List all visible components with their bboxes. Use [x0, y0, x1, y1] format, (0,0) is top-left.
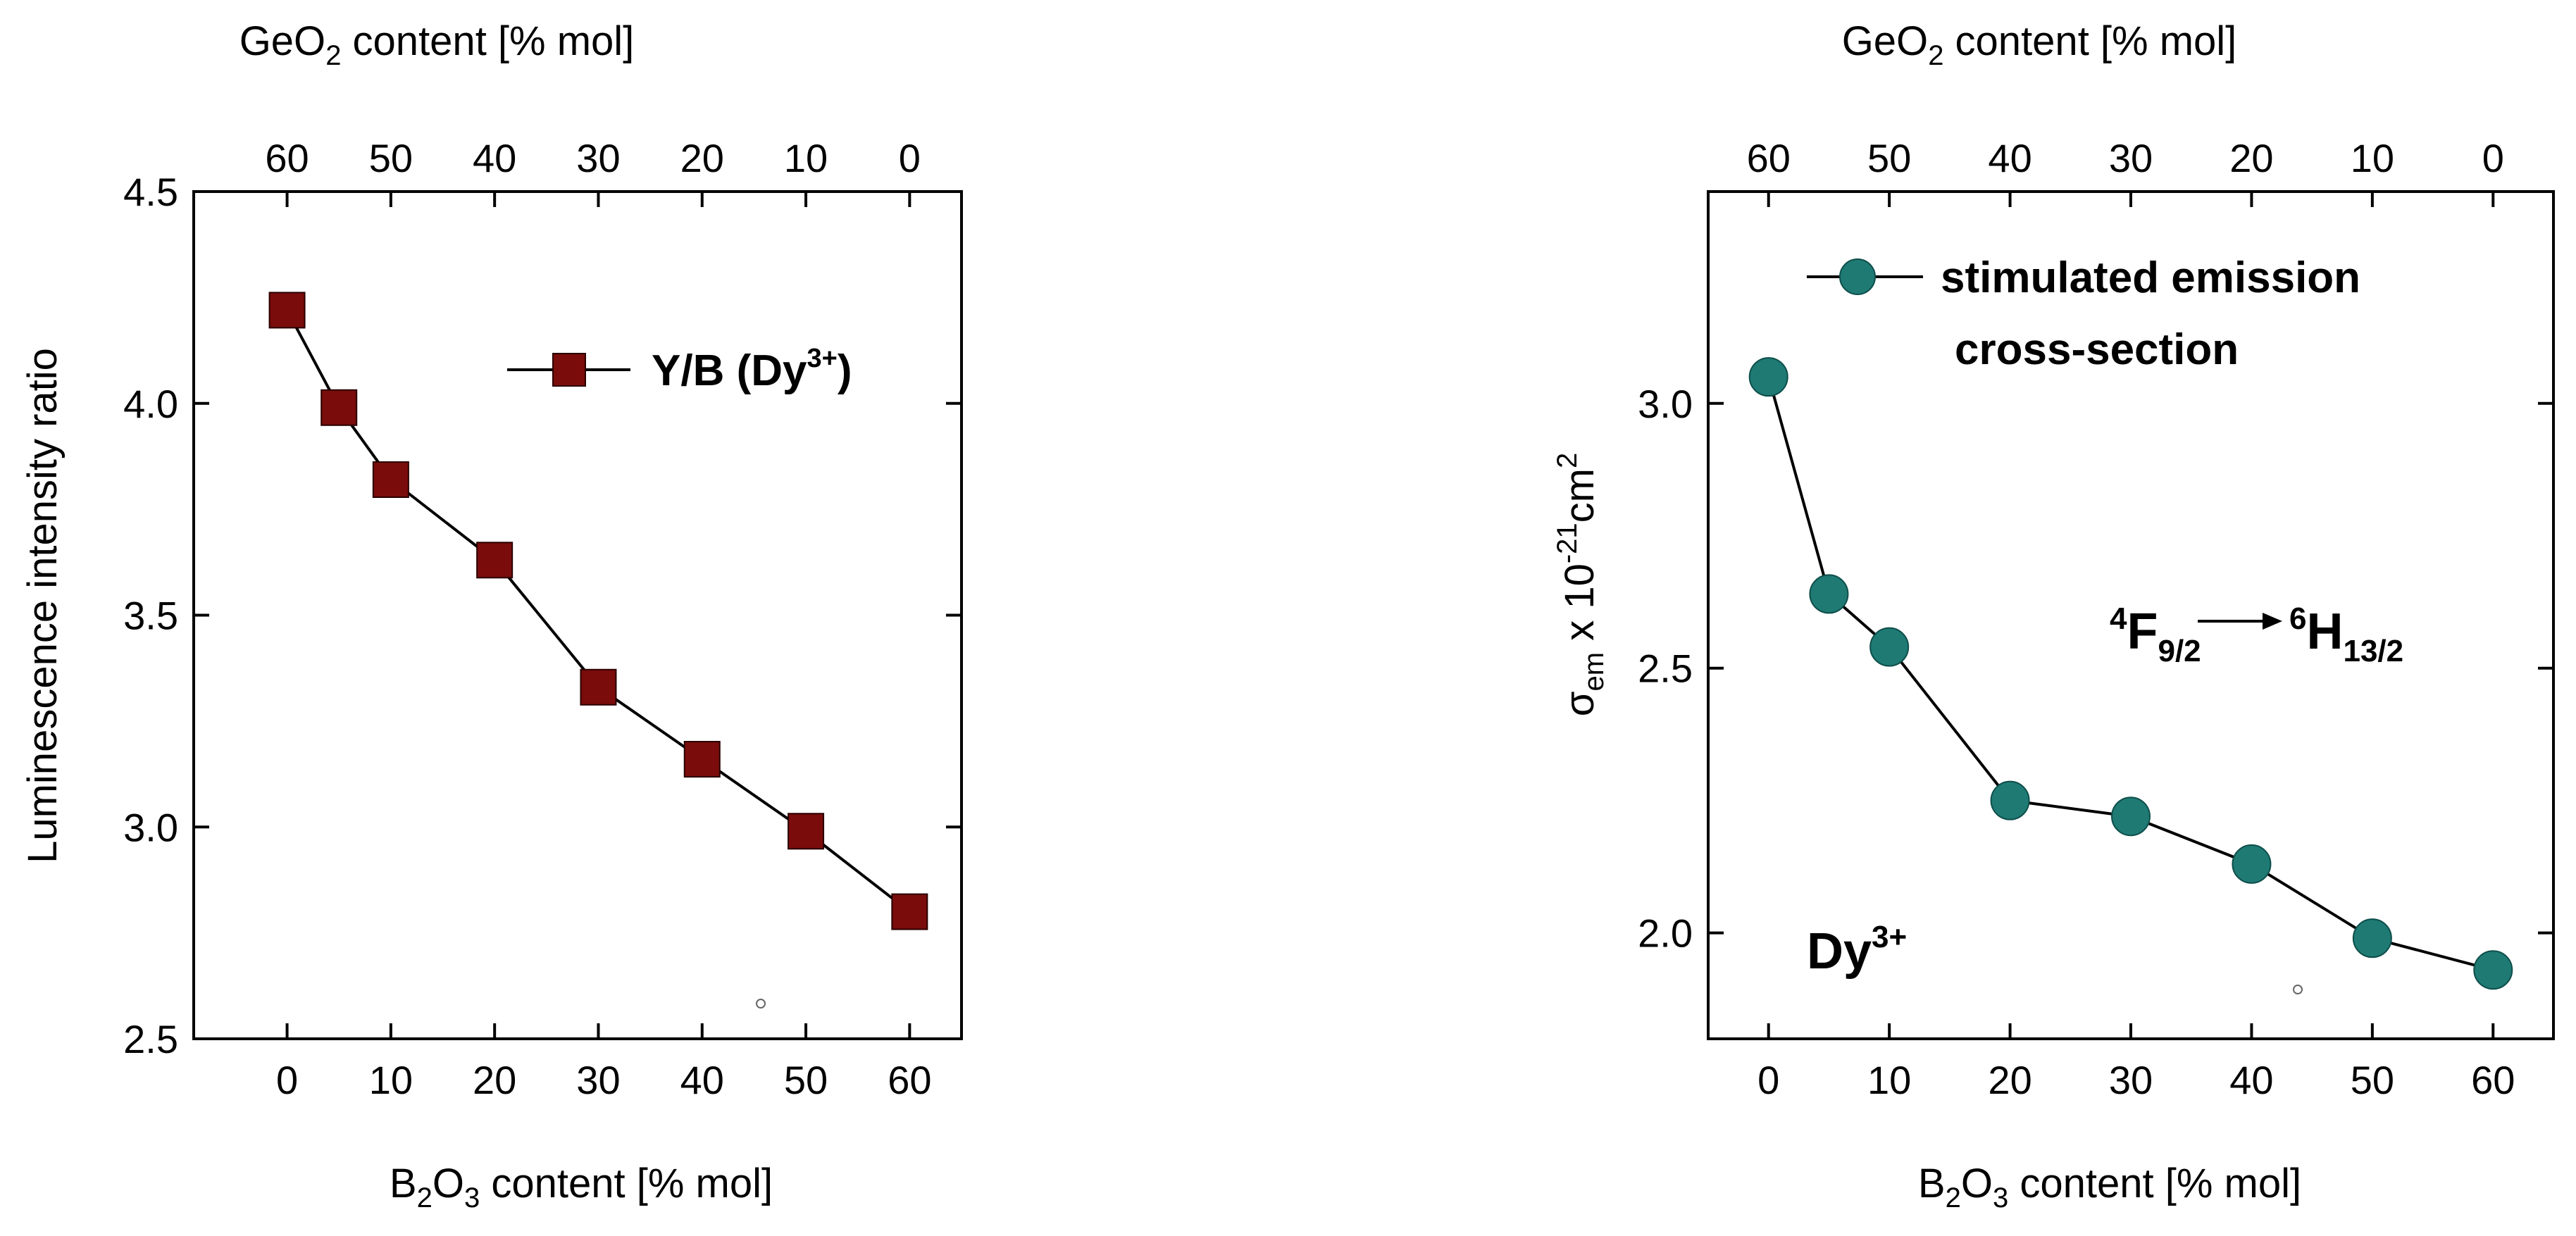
x-tick-label: 60	[888, 1058, 931, 1102]
x-tick-label: 10	[1867, 1058, 1911, 1102]
data-point-circle	[1990, 780, 2030, 820]
y-tick-label: 4.0	[123, 382, 178, 426]
data-point-square	[683, 741, 721, 778]
x2-tick-label: 60	[265, 136, 309, 180]
right-y-axis-label: σem x 10-21cm2	[1552, 453, 1610, 717]
x2-tick-label: 40	[1988, 136, 2031, 180]
data-point-circle	[1748, 357, 1788, 397]
chart-left: 0 10 20 30 40 50 60 60 50 40 30 20 10 0 2.5 3.0 3.5 4.0 4.…	[20, 18, 963, 1213]
x2-tick-label: 30	[2109, 136, 2153, 180]
x2-tick-label: 50	[1867, 136, 1911, 180]
x-tick-label: 0	[1757, 1058, 1779, 1102]
right-series-markers	[1748, 357, 2513, 990]
left-ticks: 0 10 20 30 40 50 60 60 50 40 30 20 10 0 2.5 3.0 3.5 4.0 4.…	[123, 136, 962, 1102]
y-tick-label: 4.5	[123, 170, 178, 214]
left-series-markers	[268, 292, 928, 930]
x-tick-label: 30	[2109, 1058, 2153, 1102]
x-tick-label: 20	[473, 1058, 516, 1102]
y-tick-label: 3.5	[123, 594, 178, 638]
ion-label: Dy3+	[1807, 920, 1907, 980]
left-legend: Y/B (Dy3+)	[507, 344, 852, 395]
x-tick-label: 0	[276, 1058, 298, 1102]
x-tick-label: 50	[2351, 1058, 2394, 1102]
transition-annotation: 4F9/2 6H13/2	[2110, 601, 2403, 668]
right-series-line	[1767, 376, 2494, 972]
left-x-axis-label: B2O3 content [% mol]	[390, 1161, 773, 1213]
left-top-axis-label: GeO2 content [% mol]	[239, 18, 635, 71]
y-tick-label: 2.5	[1638, 647, 1693, 691]
x2-tick-label: 60	[1747, 136, 1791, 180]
data-point-square	[268, 292, 306, 329]
left-stray-dot	[756, 999, 766, 1009]
right-top-axis-label: GeO2 content [% mol]	[1842, 18, 2237, 71]
x-tick-label: 20	[1988, 1058, 2031, 1102]
y-tick-label: 2.5	[123, 1017, 178, 1061]
x2-tick-label: 30	[576, 136, 620, 180]
left-legend-marker	[552, 353, 586, 387]
x-tick-label: 10	[369, 1058, 413, 1102]
left-y-axis-label: Luminescence intensity ratio	[20, 348, 66, 863]
x-tick-label: 50	[784, 1058, 828, 1102]
x2-tick-label: 50	[369, 136, 413, 180]
y-tick-label: 2.0	[1638, 911, 1693, 956]
x-tick-label: 60	[2471, 1058, 2515, 1102]
transition-arrow-head	[2263, 613, 2282, 630]
series-line	[1767, 376, 2494, 972]
data-point-square	[321, 389, 358, 426]
data-point-circle	[2111, 797, 2151, 837]
right-legend-marker	[1839, 258, 1876, 295]
left-legend-label: Y/B (Dy3+)	[652, 344, 852, 395]
y-tick-label: 3.0	[1638, 382, 1693, 426]
right-legend: stimulated emission cross-section	[1807, 254, 2360, 374]
data-point-circle	[2473, 950, 2513, 990]
x-tick-label: 40	[680, 1058, 724, 1102]
data-point-square	[580, 668, 617, 706]
right-legend-label-line2: cross-section	[1955, 325, 2239, 374]
x2-tick-label: 40	[473, 136, 516, 180]
data-point-square	[372, 461, 409, 499]
x2-tick-label: 20	[680, 136, 724, 180]
x2-tick-label: 10	[784, 136, 828, 180]
chart-right: 0 10 20 30 40 50 60 60 50 40 30 20 10 0 2.0 2.5 3.0 stim…	[1552, 18, 2555, 1213]
data-point-square	[476, 542, 514, 579]
data-point-square	[788, 813, 825, 850]
right-x-axis-label: B2O3 content [% mol]	[1918, 1161, 2301, 1213]
x2-tick-label: 0	[2482, 136, 2504, 180]
data-point-circle	[1809, 574, 1849, 614]
right-legend-label: stimulated emission	[1941, 254, 2360, 302]
left-plot-frame	[192, 190, 963, 1040]
x-tick-label: 40	[2229, 1058, 2273, 1102]
data-point-circle	[2232, 844, 2272, 884]
data-point-circle	[2352, 918, 2392, 959]
x-tick-label: 30	[576, 1058, 620, 1102]
right-ticks: 0 10 20 30 40 50 60 60 50 40 30 20 10 0 2.0 2.5 3.0	[1638, 136, 2553, 1102]
transition-from: 4F9/2	[2110, 601, 2201, 668]
data-point-circle	[1869, 627, 1910, 667]
right-stray-dot	[2293, 985, 2303, 994]
data-point-square	[891, 893, 928, 930]
y-tick-label: 3.0	[123, 805, 178, 849]
transition-to: 6H13/2	[2289, 601, 2403, 668]
x2-tick-label: 20	[2229, 136, 2273, 180]
x2-tick-label: 10	[2351, 136, 2394, 180]
x2-tick-label: 0	[899, 136, 921, 180]
